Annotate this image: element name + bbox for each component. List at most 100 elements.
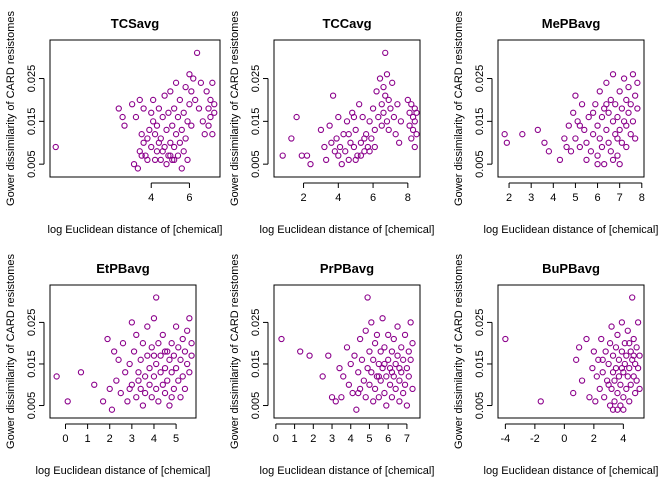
chart-panel-3: MePBavg 2 3 4 5 6 7 8 0.005 0.015 0.025 log Euclide… (453, 11, 658, 236)
scatter-point (347, 139, 354, 146)
scatter-point (636, 352, 643, 359)
scatter-point (392, 131, 399, 138)
scatter-point (503, 139, 510, 146)
scatter-point (122, 369, 129, 376)
scatter-point (137, 356, 144, 363)
scatter-point (627, 348, 634, 355)
y-tick-label: 0.015 (474, 350, 486, 378)
scatter-points (52, 49, 218, 172)
scatter-point (614, 406, 621, 413)
scatter-point (340, 131, 347, 138)
x-tick-label: 8 (639, 192, 645, 204)
scatter-point (357, 139, 365, 146)
x-tick-label: 4 (151, 433, 157, 445)
scatter-point (627, 131, 634, 138)
scatter-point (207, 113, 214, 121)
x-tick-label: 1 (85, 433, 91, 445)
scatter-point (177, 356, 184, 363)
scatter-point (378, 101, 385, 108)
scatter-point (293, 113, 300, 121)
scatter-point (371, 143, 378, 151)
scatter-point (634, 105, 641, 112)
scatter-point (380, 83, 387, 91)
scatter-point (319, 373, 326, 380)
scatter-point (180, 148, 187, 155)
scatter-point (396, 377, 403, 384)
scatter-point (146, 126, 153, 134)
scatter-point (623, 143, 630, 151)
scatter-point (590, 348, 598, 355)
x-tick-label: 3 (528, 192, 534, 204)
scatter-point (623, 352, 630, 359)
scatter-point (108, 406, 116, 413)
scatter-point (627, 381, 634, 388)
scatter-point (380, 109, 387, 116)
scatter-point (620, 406, 627, 413)
scatter-point (136, 96, 143, 104)
scatter-point (570, 389, 577, 397)
scatter-point (561, 135, 568, 142)
scatter-point (369, 105, 377, 112)
scatter-point (599, 369, 606, 376)
scatter-point (377, 348, 384, 355)
scatter-point (172, 79, 180, 86)
scatter-point (570, 109, 577, 116)
scatter-point (398, 344, 405, 351)
scatter-point (385, 331, 392, 339)
scatter-points (279, 49, 420, 168)
scatter-point (192, 96, 199, 104)
x-tick-label: 4 (550, 192, 556, 204)
x-tick-label: 4 (348, 433, 354, 445)
scatter-point (201, 131, 208, 138)
scatter-point (605, 381, 612, 388)
scatter-point (411, 118, 418, 125)
scatter-point (406, 122, 413, 129)
scatter-point (141, 373, 149, 380)
scatter-point (598, 113, 606, 121)
scatter-point (355, 369, 362, 376)
scatter-points (53, 294, 195, 413)
scatter-point (545, 148, 553, 155)
y-tick-label: 0.025 (474, 65, 486, 93)
scatter-point (119, 113, 126, 121)
scatter-point (317, 126, 325, 134)
scatter-point (605, 360, 612, 368)
scatter-point (205, 105, 212, 112)
scatter-point (609, 369, 617, 376)
scatter-point (606, 340, 614, 347)
scatter-point (581, 126, 588, 134)
scatter-point (381, 344, 388, 351)
scatter-point (608, 385, 615, 393)
scatter-point (166, 402, 173, 409)
scatter-point (404, 96, 411, 104)
scatter-point (403, 402, 411, 409)
x-tick-label: 5 (572, 192, 578, 204)
scatter-point (106, 385, 113, 393)
scatter-point (366, 381, 373, 388)
scatter-point (630, 335, 637, 343)
scatter-point (164, 377, 171, 384)
y-tick-label: 0.025 (26, 309, 38, 337)
scatter-point (409, 126, 417, 134)
scatter-point (634, 319, 642, 326)
scatter-point (350, 113, 358, 121)
y-tick-label: 0.015 (26, 108, 38, 136)
scatter-point (184, 118, 191, 125)
scatter-point (165, 152, 172, 159)
scatter-point (279, 152, 286, 159)
y-tick-label: 0.005 (474, 392, 486, 420)
scatter-point (174, 113, 182, 121)
scatter-point (186, 315, 193, 322)
scatter-point (409, 385, 416, 393)
scatter-point (335, 113, 342, 121)
scatter-point (148, 143, 155, 151)
x-axis-label: log Euclidean distance of [chemical] (48, 224, 223, 236)
scatter-point (197, 79, 205, 86)
x-axis-label: log Euclidean distance of [chemical] (484, 224, 659, 236)
scatter-point (111, 348, 118, 355)
scatter-point (534, 126, 541, 134)
plot-frame (273, 39, 421, 178)
y-tick-label: 0.025 (26, 65, 38, 93)
scatter-point (364, 364, 371, 372)
scatter-point (583, 335, 590, 343)
